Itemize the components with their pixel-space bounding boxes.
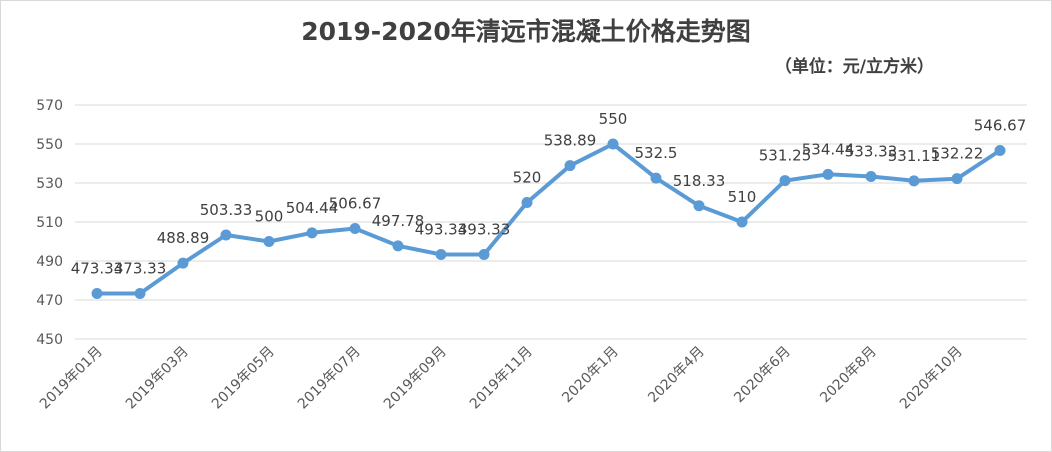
- y-tick-label: 490: [36, 254, 63, 270]
- series-line-group: [95, 142, 1002, 296]
- x-axis-ticks: 2019年01月 2019年03月 2019年05月 2019年07月 2019年09月…: [37, 344, 966, 413]
- data-point: [220, 229, 232, 241]
- x-tick-label: 2019年07月: [295, 344, 364, 413]
- data-point: [693, 200, 705, 212]
- data-label: 493.33: [458, 221, 511, 239]
- data-point: [306, 227, 318, 239]
- chart-subtitle: （单位：元/立方米）: [774, 57, 934, 77]
- data-point: [607, 138, 619, 150]
- gridlines: [75, 104, 1027, 340]
- data-label: 532.22: [931, 145, 984, 163]
- data-point: [779, 175, 791, 187]
- data-point: [564, 160, 576, 172]
- data-label: 532.5: [635, 144, 678, 162]
- data-point: [134, 288, 146, 300]
- data-label: 550: [599, 110, 628, 128]
- data-label: 534.44: [802, 140, 855, 158]
- data-label: 504.44: [286, 199, 339, 217]
- y-tick-label: 550: [36, 137, 63, 153]
- data-label: 520: [513, 169, 542, 187]
- x-tick-label: 2019年09月: [381, 344, 450, 413]
- y-axis-ticks: 570 550 530 510 490 470 450: [36, 98, 63, 348]
- x-tick-label: 2019年03月: [123, 344, 192, 413]
- data-label: 473.33: [71, 260, 124, 278]
- data-label: 538.89: [544, 132, 597, 150]
- data-label: 488.89: [157, 229, 210, 247]
- data-point: [478, 249, 490, 261]
- data-points: [91, 138, 1006, 300]
- y-tick-label: 530: [36, 176, 63, 192]
- data-point: [951, 173, 963, 185]
- data-label: 546.67: [974, 116, 1027, 134]
- y-tick-label: 510: [36, 215, 63, 231]
- y-tick-label: 470: [36, 293, 63, 309]
- x-tick-label: 2020年6月: [731, 344, 794, 407]
- data-point: [521, 197, 533, 208]
- x-tick-label: 2020年1月: [559, 344, 622, 407]
- series-line: [95, 142, 1002, 296]
- data-point: [349, 222, 361, 234]
- y-tick-label: 450: [36, 332, 63, 348]
- data-point: [91, 288, 103, 300]
- data-label: 531.25: [759, 147, 812, 165]
- x-tick-label: 2020年4月: [645, 344, 708, 407]
- data-label: 510: [728, 188, 757, 206]
- y-tick-label: 570: [36, 98, 63, 114]
- data-label: 506.67: [329, 194, 382, 212]
- data-label: 497.78: [372, 212, 425, 230]
- data-label: 473.33: [114, 260, 167, 278]
- x-tick-label: 2019年05月: [209, 344, 278, 413]
- data-point: [994, 144, 1006, 156]
- x-tick-label: 2019年01月: [37, 344, 106, 413]
- data-point: [865, 171, 877, 183]
- data-point: [177, 257, 189, 269]
- data-point: [435, 249, 447, 261]
- data-point: [392, 240, 404, 252]
- x-tick-label: 2020年10月: [897, 344, 966, 413]
- chart-title: 2019-2020年清远市混凝土价格走势图: [301, 17, 751, 46]
- data-label: 500: [255, 208, 284, 226]
- data-label: 533.33: [845, 143, 898, 161]
- data-point: [650, 172, 662, 184]
- data-label: 493.33: [415, 221, 468, 239]
- data-point: [736, 216, 748, 228]
- data-point: [822, 168, 834, 180]
- data-label: 531.11: [888, 147, 941, 165]
- data-point: [908, 175, 920, 187]
- x-tick-label: 2020年8月: [817, 344, 880, 407]
- data-point: [263, 236, 275, 247]
- data-label: 518.33: [673, 172, 726, 190]
- x-tick-label: 2019年11月: [467, 344, 536, 413]
- data-label: 503.33: [200, 201, 253, 219]
